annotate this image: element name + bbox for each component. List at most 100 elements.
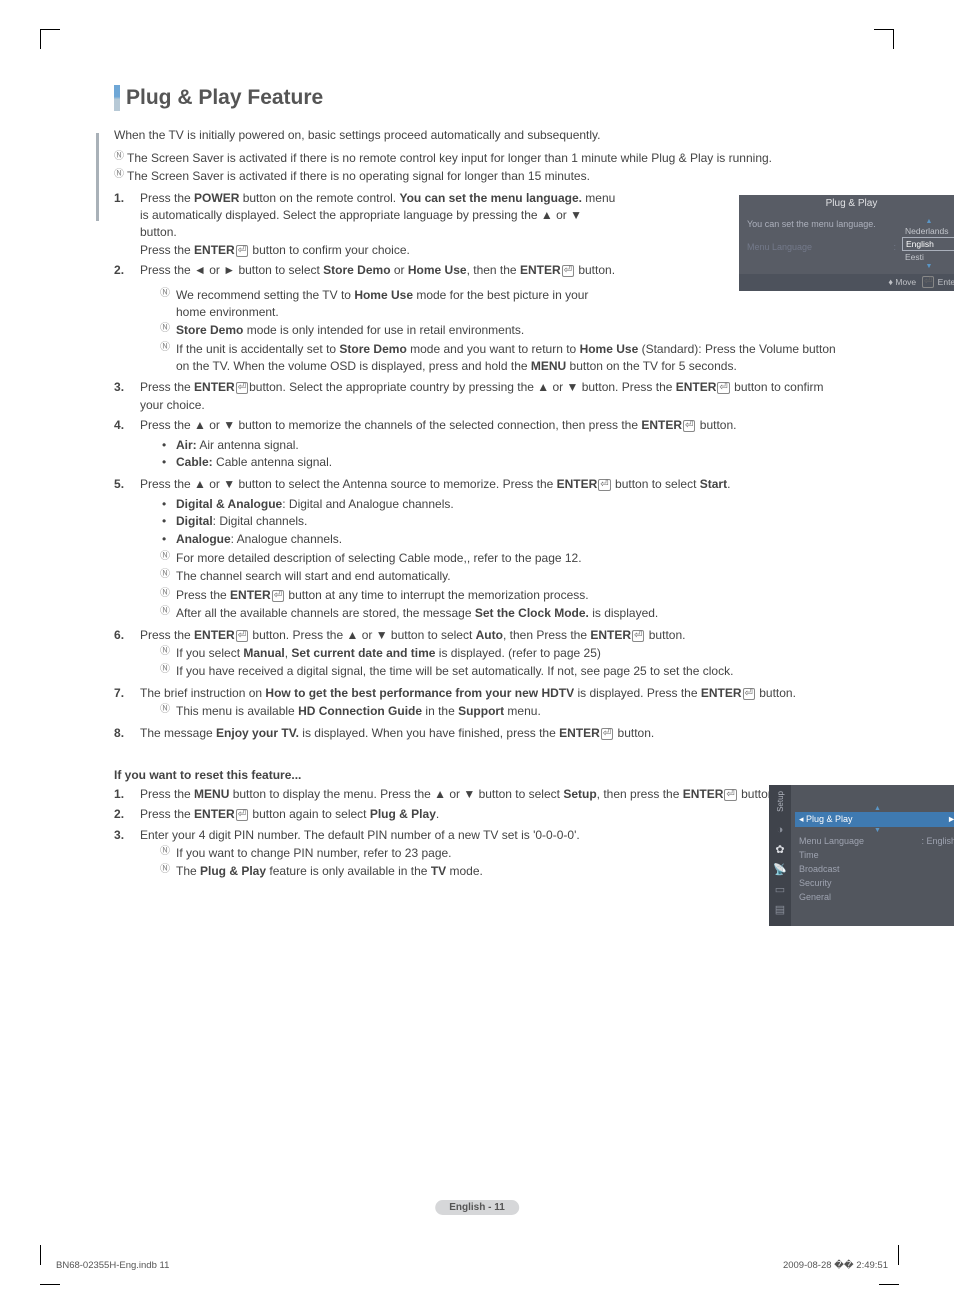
enter-icon: ⏎ <box>724 789 736 801</box>
step: The brief instruction on How to get the … <box>114 685 844 722</box>
menu-row: Time <box>799 848 954 862</box>
step-text: Enter your 4 digit PIN number. The defau… <box>140 827 620 844</box>
application-icon: ▤ <box>773 904 787 916</box>
sub-note: ⓃThe channel search will start and end a… <box>140 568 844 585</box>
bullet-list: Air: Air antenna signal. Cable: Cable an… <box>140 437 844 472</box>
enter-icon: ⏎ <box>236 809 248 821</box>
step-text: Press the MENU button to display the men… <box>140 786 844 803</box>
enter-icon: ⏎ <box>236 382 248 394</box>
crop-mark <box>40 29 41 49</box>
step-text: Press the ▲ or ▼ button to select the An… <box>140 476 844 493</box>
sub-note: ⓃIf the unit is accidentally set to Stor… <box>140 341 844 376</box>
osd-menu-list: ▲ ◂ Plug & Play► ▼ Menu Language: Englis… <box>791 785 954 926</box>
sub-note: ⓃIf you select Manual, Set current date … <box>140 645 844 662</box>
note: ⓃThe Screen Saver is activated if there … <box>114 168 844 185</box>
enter-icon: ⏎ <box>922 276 934 288</box>
settings-icon: ✿ <box>773 844 787 856</box>
step: Enter your 4 digit PIN number. The defau… <box>114 827 844 882</box>
enter-icon: ⏎ <box>598 479 610 491</box>
sub-note: ⓃThis menu is available HD Connection Gu… <box>140 703 844 720</box>
osd-sidebar: Setup ◑ ✿ 📡 ▭ ▤ <box>769 785 791 926</box>
enter-icon: ⏎ <box>717 382 729 394</box>
step: Press the ENTER⏎button. Select the appro… <box>114 379 844 414</box>
crop-mark <box>898 1245 899 1265</box>
page-title: Plug & Play Feature <box>126 86 323 110</box>
sub-note: ⓃPress the ENTER⏎ button at any time to … <box>140 587 844 604</box>
sub-note: ⓃWe recommend setting the TV to Home Use… <box>140 287 620 322</box>
enter-icon: ⏎ <box>236 630 248 642</box>
menu-row: Broadcast <box>799 862 954 876</box>
down-arrow-icon: ▼ <box>902 263 954 270</box>
osd-option: Eesti <box>902 251 954 263</box>
page: Plug & Play Feature When the TV is initi… <box>0 0 954 1315</box>
footer-timestamp: 2009-08-28 �� 2:49:51 <box>783 1260 888 1271</box>
step-text: The message Enjoy your TV. is displayed.… <box>140 725 844 742</box>
step-text: The brief instruction on How to get the … <box>140 685 844 702</box>
sub-note: ⓃAfter all the available channels are st… <box>140 605 844 622</box>
step: Press the ▲ or ▼ button to memorize the … <box>114 417 844 473</box>
step: Press the ENTER⏎ button. Press the ▲ or … <box>114 627 844 682</box>
crop-mark <box>874 29 894 30</box>
crop-mark <box>40 29 60 30</box>
step-text: Press the ▲ or ▼ button to memorize the … <box>140 417 844 434</box>
osd-setup-menu: Setup ◑ ✿ 📡 ▭ ▤ ▲ ◂ Plug & Play► ▼ Menu … <box>769 785 954 926</box>
osd-options: ▲ Nederlands English Eesti ▼ <box>902 218 954 270</box>
step: Press the MENU button to display the men… <box>114 786 844 803</box>
sub-note: ⓃIf you want to change PIN number, refer… <box>140 845 844 862</box>
osd-label: Menu Language: <box>747 241 902 254</box>
step-text: Press the POWER button on the remote con… <box>140 190 620 260</box>
sub-note: ⓃIf you have received a digital signal, … <box>140 663 844 680</box>
step-text: Press the ENTER⏎button. Select the appro… <box>140 379 844 414</box>
footer-filename: BN68-02355H-Eng.indb 11 <box>56 1260 169 1271</box>
picture-icon: ◑ <box>773 824 787 836</box>
title-row: Plug & Play Feature <box>114 85 844 111</box>
up-arrow-icon: ▲ <box>799 805 954 812</box>
enter-icon: ⏎ <box>632 630 644 642</box>
up-arrow-icon: ▲ <box>902 218 954 225</box>
bullet: Air: Air antenna signal. <box>140 437 844 454</box>
step: Press the ENTER⏎ button again to select … <box>114 806 844 823</box>
crop-mark <box>40 1245 41 1265</box>
note-icon: Ⓝ <box>114 150 127 167</box>
enter-icon: ⏎ <box>743 688 755 700</box>
osd-line: You can set the menu language. <box>747 218 902 231</box>
bullet-list: Digital & Analogue: Digital and Analogue… <box>140 496 844 548</box>
note-text: The Screen Saver is activated if there i… <box>127 150 772 167</box>
step: Press the ◄ or ► button to select Store … <box>114 262 844 376</box>
bullet: Analogue: Analogue channels. <box>140 531 844 548</box>
step-text: Press the ENTER⏎ button. Press the ▲ or … <box>140 627 844 644</box>
reset-steps: Press the MENU button to display the men… <box>114 786 844 882</box>
step-text: Press the ENTER⏎ button again to select … <box>140 806 844 823</box>
osd-left: You can set the menu language. Menu Lang… <box>747 218 902 270</box>
input-icon: ▭ <box>773 884 787 896</box>
sub-note: ⓃThe Plug & Play feature is only availab… <box>140 863 844 880</box>
sub-note: ⓃFor more detailed description of select… <box>140 550 844 567</box>
enter-icon: ⏎ <box>601 728 613 740</box>
menu-row-selected: ◂ Plug & Play► <box>795 812 954 827</box>
menu-row: Security <box>799 876 954 890</box>
section-bar <box>96 133 99 221</box>
osd-plug-and-play: Plug & Play You can set the menu languag… <box>739 195 954 291</box>
osd-side-label: Setup <box>776 791 785 812</box>
crop-mark <box>879 1284 899 1285</box>
title-accent <box>114 85 120 111</box>
enter-icon: ⏎ <box>562 265 574 277</box>
osd-title: Plug & Play <box>739 195 954 212</box>
note-icon: Ⓝ <box>114 168 127 185</box>
bullet: Digital: Digital channels. <box>140 513 844 530</box>
enter-icon: ⏎ <box>272 590 284 602</box>
enter-icon: ⏎ <box>236 245 248 257</box>
step: Press the ▲ or ▼ button to select the An… <box>114 476 844 623</box>
note-text: The Screen Saver is activated if there i… <box>127 168 590 185</box>
osd-option-selected: English <box>902 237 954 251</box>
menu-row: General <box>799 890 954 904</box>
step: The message Enjoy your TV. is displayed.… <box>114 725 844 742</box>
bullet: Digital & Analogue: Digital and Analogue… <box>140 496 844 513</box>
intro-text: When the TV is initially powered on, bas… <box>114 127 844 144</box>
reset-heading: If you want to reset this feature... <box>114 768 844 782</box>
bullet: Cable: Cable antenna signal. <box>140 454 844 471</box>
crop-mark <box>40 1284 60 1285</box>
content-area: Plug & Play Feature When the TV is initi… <box>114 85 844 885</box>
down-arrow-icon: ▼ <box>799 827 954 834</box>
enter-icon: ⏎ <box>683 420 695 432</box>
